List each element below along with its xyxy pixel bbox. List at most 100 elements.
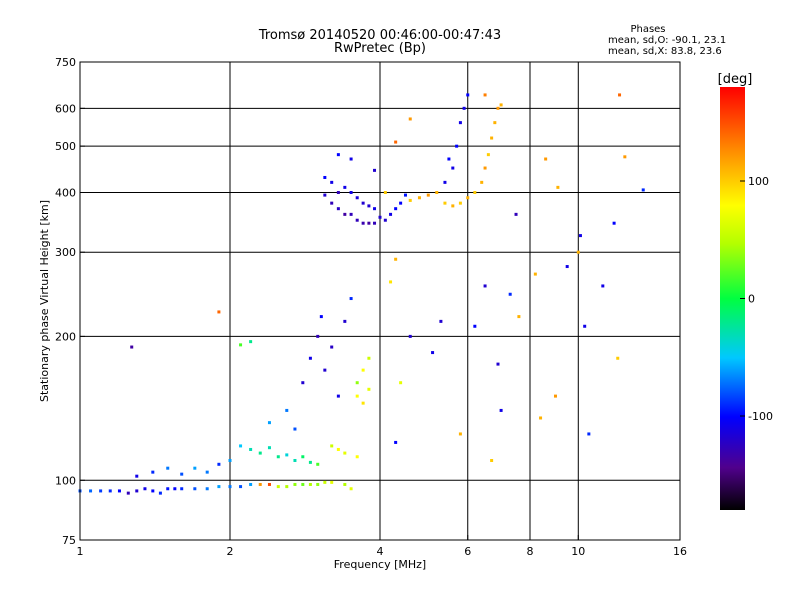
data-point	[316, 334, 320, 338]
data-point	[349, 487, 353, 491]
scatter-points	[78, 93, 645, 495]
data-point	[151, 470, 155, 474]
data-point	[330, 345, 334, 349]
stats-x-mode: mean, sd,X: 83.8, 23.6	[608, 46, 722, 57]
data-point	[480, 180, 484, 184]
data-point	[447, 157, 451, 161]
data-point	[130, 345, 134, 349]
data-point	[565, 265, 569, 269]
data-point	[285, 485, 289, 489]
data-point	[583, 324, 587, 328]
data-point	[349, 212, 353, 216]
data-point	[361, 368, 365, 372]
x-tick-label: 6	[464, 545, 471, 558]
data-point	[533, 272, 537, 276]
data-point	[403, 193, 407, 197]
data-point	[544, 157, 548, 161]
data-point	[343, 319, 347, 323]
data-point	[228, 485, 232, 489]
data-point	[323, 193, 327, 197]
data-point	[417, 196, 421, 200]
data-point	[514, 212, 518, 216]
data-point	[355, 455, 359, 459]
data-point	[343, 185, 347, 189]
data-point	[330, 201, 334, 205]
data-point	[336, 447, 340, 451]
data-point	[323, 368, 327, 372]
y-tick-label: 400	[55, 186, 76, 199]
data-point	[323, 480, 327, 484]
data-point	[166, 487, 170, 491]
data-point	[166, 466, 170, 470]
stats-o-mode: mean, sd,O: -90.1, 23.1	[608, 35, 726, 46]
data-point	[228, 458, 232, 462]
y-tick-label: 300	[55, 246, 76, 259]
data-point	[316, 482, 320, 486]
data-point	[399, 201, 403, 205]
data-point	[443, 201, 447, 205]
data-point	[355, 381, 359, 385]
data-point	[143, 487, 147, 491]
data-point	[343, 212, 347, 216]
data-point	[355, 394, 359, 398]
data-point	[336, 153, 340, 157]
data-point	[343, 451, 347, 455]
x-tick-label: 10	[571, 545, 585, 558]
data-point	[293, 427, 297, 431]
data-point	[587, 432, 591, 436]
data-point	[367, 356, 371, 360]
data-point	[426, 193, 430, 197]
data-point	[458, 432, 462, 436]
y-tick-label: 200	[55, 330, 76, 343]
colorbar-tick-label: -100	[748, 410, 773, 423]
data-point	[601, 284, 605, 288]
data-point	[439, 319, 443, 323]
data-point	[455, 144, 459, 148]
data-point	[249, 447, 253, 451]
data-point	[349, 157, 353, 161]
data-point	[490, 458, 494, 462]
data-point	[135, 474, 139, 478]
data-point	[616, 356, 620, 360]
data-point	[336, 394, 340, 398]
data-point	[293, 458, 297, 462]
data-point	[496, 362, 500, 366]
data-point	[258, 451, 262, 455]
data-point	[553, 394, 557, 398]
data-point	[508, 292, 512, 296]
y-tick-label: 75	[62, 534, 76, 547]
data-point	[217, 462, 221, 466]
chart-subtitle: RwPretec (Bp)	[334, 41, 426, 56]
data-point	[301, 482, 305, 486]
data-point	[367, 221, 371, 225]
data-point	[117, 489, 121, 493]
y-axis-label: Stationary phase Virtual Height [km]	[38, 200, 51, 402]
data-point	[301, 455, 305, 459]
x-axis-ticks: 1 2 4 6 8 10 16	[77, 535, 687, 558]
data-point	[394, 440, 398, 444]
data-point	[394, 207, 398, 211]
data-point	[462, 106, 466, 110]
data-point	[249, 340, 253, 344]
data-point	[336, 190, 340, 194]
data-point	[336, 207, 340, 211]
data-point	[239, 444, 243, 448]
data-point	[499, 103, 503, 107]
data-point	[623, 155, 627, 159]
data-point	[193, 466, 197, 470]
data-point	[451, 166, 455, 170]
data-point	[217, 485, 221, 489]
data-point	[267, 482, 271, 486]
colorbar-tick-label: 100	[748, 175, 769, 188]
data-point	[355, 218, 359, 222]
data-point	[343, 482, 347, 486]
data-point	[361, 221, 365, 225]
data-point	[408, 117, 412, 121]
data-point	[435, 190, 439, 194]
data-point	[618, 93, 622, 97]
data-point	[135, 489, 139, 493]
data-point	[483, 93, 487, 97]
data-point	[496, 106, 500, 110]
data-point	[431, 351, 435, 355]
data-point	[267, 421, 271, 425]
